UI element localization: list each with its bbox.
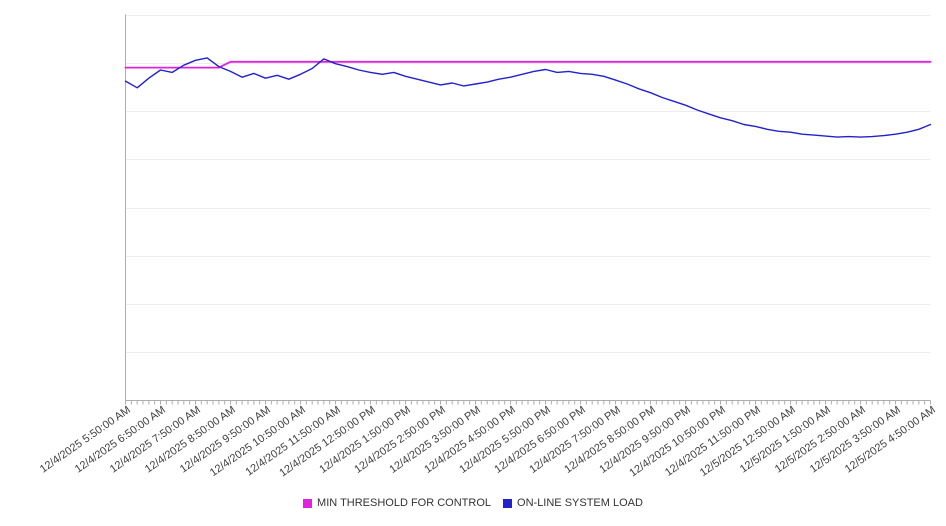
min-threshold-legend-label: MIN THRESHOLD FOR CONTROL bbox=[317, 497, 492, 509]
threshold-line bbox=[124, 60, 932, 69]
min-threshold-swatch bbox=[303, 498, 313, 508]
system-load-legend-label: ON-LINE SYSTEM LOAD bbox=[517, 497, 643, 509]
legend-item-min-threshold[interactable]: MIN THRESHOLD FOR CONTROL bbox=[303, 497, 491, 509]
legend-item-system-load[interactable]: ON-LINE SYSTEM LOAD bbox=[503, 497, 643, 509]
system-load-swatch bbox=[503, 498, 513, 508]
chart-legend: MIN THRESHOLD FOR CONTROL ON-LINE SYSTEM… bbox=[0, 497, 946, 509]
system-load-line bbox=[124, 57, 932, 138]
